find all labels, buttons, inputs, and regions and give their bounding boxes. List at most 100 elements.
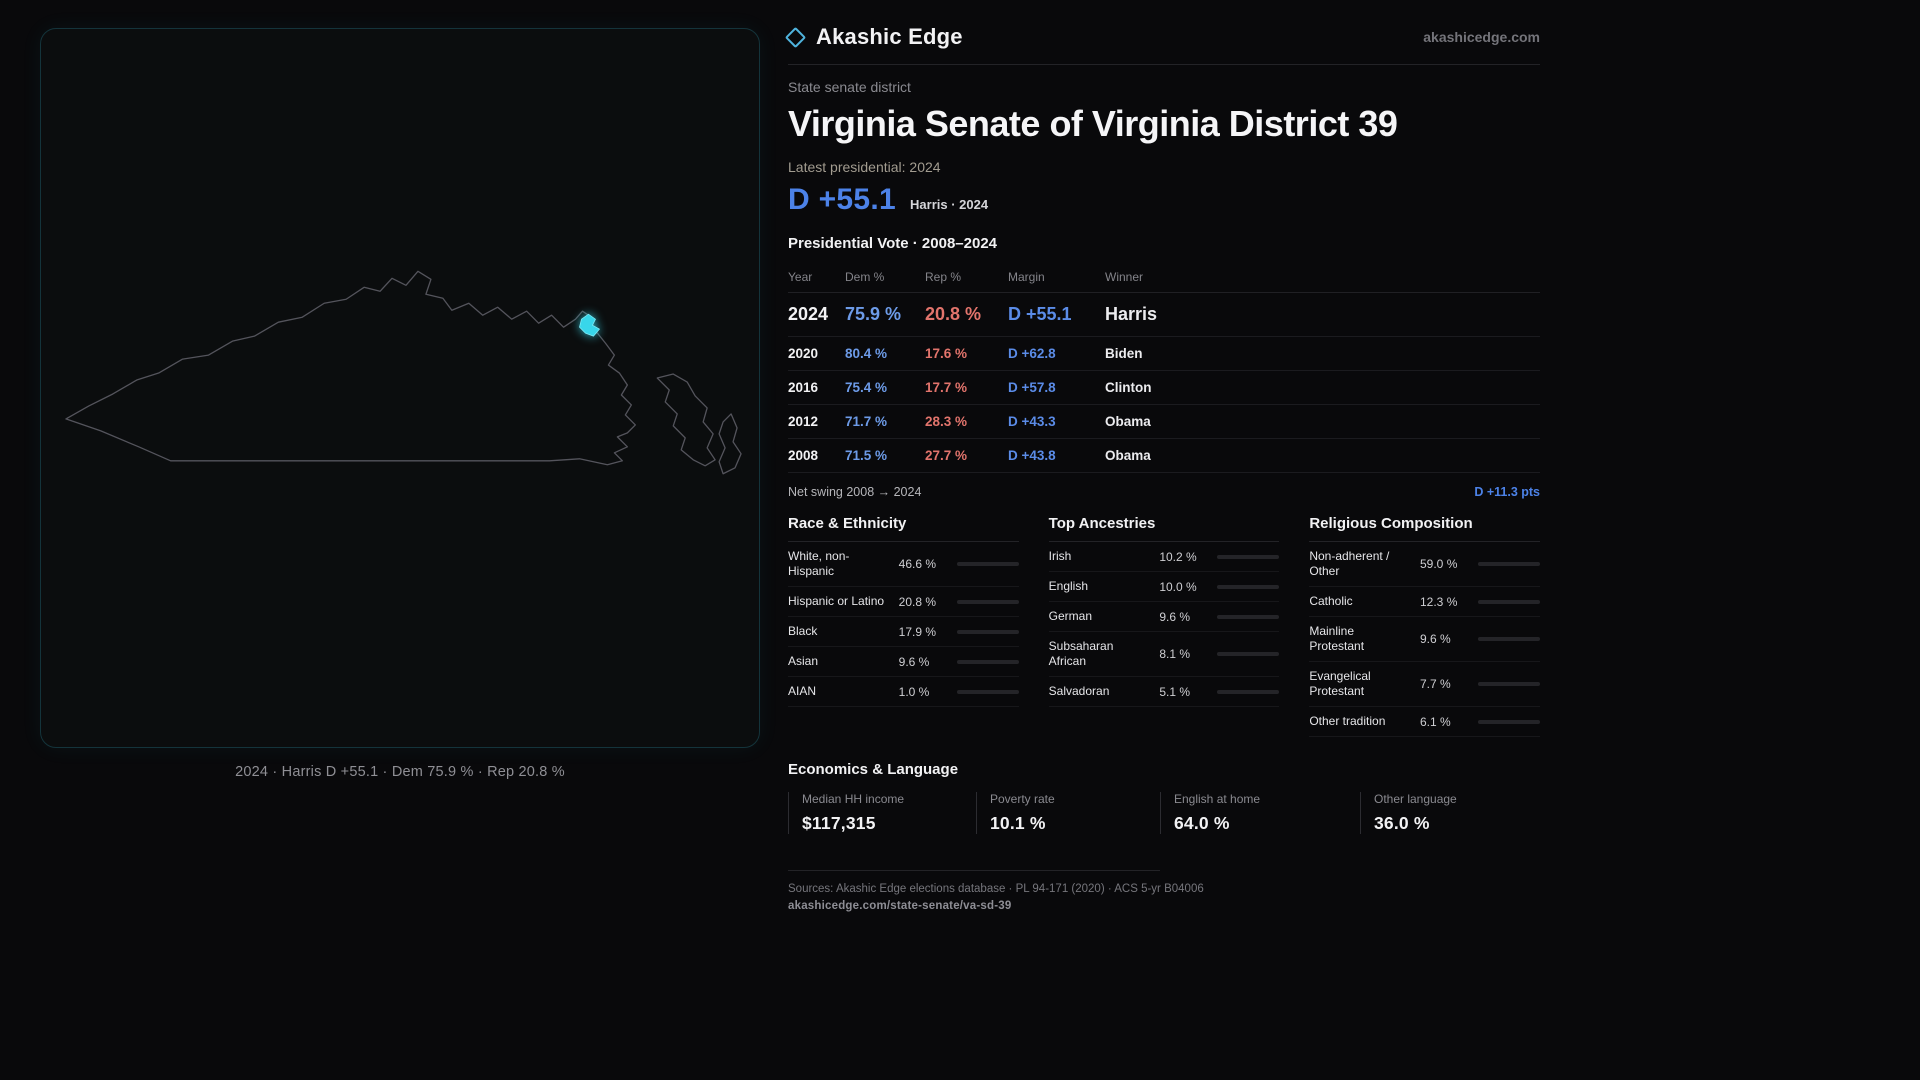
- stat-bar: [1478, 562, 1540, 566]
- margin-cell: D +43.8: [1008, 448, 1056, 463]
- vote-table-header: Year Dem % Rep % Margin Winner: [788, 262, 1540, 293]
- rep-cell: 27.7 %: [925, 448, 968, 463]
- col-margin: Margin: [1008, 270, 1045, 284]
- stat-value: 59.0 %: [1420, 557, 1458, 571]
- stat-value: 6.1 %: [1420, 714, 1451, 729]
- map-panel: [40, 28, 760, 748]
- year-cell: 2012: [788, 414, 819, 429]
- year-cell: 2008: [788, 448, 819, 463]
- stat-bar: [956, 659, 1019, 664]
- list-item: English 10.0 %: [1048, 572, 1280, 602]
- table-row: 2020 80.4 % 17.6 % D +62.8 Biden: [788, 337, 1540, 371]
- permalink[interactable]: akashicedge.com/state-senate/va-sd-39: [788, 900, 1012, 912]
- stat-label: Poverty rate: [990, 792, 1055, 806]
- sources-line: Sources: Akashic Edge elections database…: [788, 883, 1204, 895]
- race-ethnicity-column: Race & Ethnicity White, non-Hispanic 46.…: [788, 515, 1019, 707]
- stat-value: 46.6 %: [898, 557, 937, 571]
- stat-value: 10.1 %: [990, 813, 1046, 833]
- latest-presidential-label: Latest presidential: 2024: [788, 159, 941, 175]
- economics-title: Economics & Language: [788, 761, 959, 778]
- stat-bar: [956, 689, 1019, 694]
- stat-bar: [1478, 719, 1540, 724]
- headline-margin: D +55.1: [788, 183, 897, 216]
- list-item: Irish 10.2 %: [1048, 542, 1280, 572]
- state-outline: [65, 270, 636, 466]
- list-item: AIAN 1.0 %: [788, 677, 1019, 707]
- net-swing-value: D +11.3 pts: [1474, 485, 1540, 499]
- stat-label: Evangelical Protestant: [1309, 669, 1371, 698]
- brand: Akashic Edge: [784, 24, 963, 50]
- page-title: Virginia Senate of Virginia District 39: [788, 103, 1398, 144]
- stat-label: Non-adherent / Other: [1309, 549, 1390, 578]
- year-cell: 2016: [788, 380, 819, 395]
- margin-cell: D +55.1: [1008, 304, 1072, 324]
- dem-cell: 75.4 %: [845, 380, 888, 395]
- list-item: Hispanic or Latino 20.8 %: [788, 587, 1019, 617]
- table-row: 2008 71.5 % 27.7 % D +43.8 Obama: [788, 439, 1540, 473]
- econ-stat: Poverty rate 10.1 %: [976, 792, 1160, 834]
- margin-cell: D +57.8: [1008, 380, 1056, 395]
- stat-value: $117,315: [802, 813, 876, 833]
- stat-label: Catholic: [1309, 594, 1353, 608]
- list-item: German 9.6 %: [1048, 602, 1280, 632]
- stat-label: Other language: [1374, 792, 1457, 806]
- rep-cell: 28.3 %: [925, 414, 968, 429]
- stat-value: 9.6 %: [898, 654, 930, 669]
- stat-value: 17.9 %: [898, 624, 937, 639]
- net-swing-row: Net swing 2008 → 2024 D +11.3 pts: [788, 485, 1540, 499]
- stat-value: 7.7 %: [1420, 677, 1451, 691]
- footer: Sources: Akashic Edge elections database…: [788, 870, 1540, 912]
- table-row: 2024 75.9 % 20.8 % D +55.1 Harris: [788, 293, 1540, 337]
- stat-value: 36.0 %: [1374, 813, 1430, 833]
- eastern-shore-outline: [656, 373, 716, 467]
- col-dem: Dem %: [845, 270, 885, 284]
- list-item: Black 17.9 %: [788, 617, 1019, 647]
- detail-panel: Akashic Edge akashicedge.com State senat…: [784, 24, 1540, 912]
- stat-label: English at home: [1174, 792, 1261, 806]
- stat-label: White, non-Hispanic: [788, 549, 850, 578]
- religion-column: Religious Composition Non-adherent / Oth…: [1309, 515, 1540, 737]
- site-link[interactable]: akashicedge.com: [1423, 29, 1540, 45]
- section-title: Religious Composition: [1309, 515, 1540, 542]
- margin-cell: D +62.8: [1008, 346, 1056, 361]
- winner-cell: Biden: [1105, 346, 1143, 361]
- table-row: 2016 75.4 % 17.7 % D +57.8 Clinton: [788, 371, 1540, 405]
- stat-label: English: [1048, 579, 1089, 593]
- stat-label: Hispanic or Latino: [788, 594, 885, 608]
- virginia-map: [65, 270, 742, 475]
- headline-margin-row: D +55.1 Harris · 2024: [788, 183, 1540, 217]
- econ-stat: Other language 36.0 %: [1360, 792, 1540, 834]
- demographics-grid: Race & Ethnicity White, non-Hispanic 46.…: [788, 515, 1540, 737]
- list-item: White, non-Hispanic 46.6 %: [788, 542, 1019, 587]
- stat-label: Other tradition: [1309, 714, 1386, 728]
- list-item: Asian 9.6 %: [788, 647, 1019, 677]
- stat-label: Mainline Protestant: [1309, 624, 1365, 653]
- stat-bar: [1478, 682, 1540, 686]
- winner-cell: Obama: [1105, 414, 1151, 429]
- stat-value: 64.0 %: [1174, 813, 1230, 833]
- dem-cell: 71.5 %: [845, 448, 888, 463]
- stat-bar: [1478, 637, 1540, 641]
- stat-value: 20.8 %: [898, 594, 937, 609]
- economics-grid: Median HH income $117,315 Poverty rate 1…: [788, 792, 1540, 834]
- winner-cell: Clinton: [1105, 380, 1152, 395]
- stat-bar: [1478, 599, 1540, 604]
- stat-label: Median HH income: [802, 792, 905, 806]
- dem-cell: 75.9 %: [845, 304, 902, 324]
- diamond-logo-icon: [784, 26, 807, 48]
- dem-cell: 80.4 %: [845, 346, 888, 361]
- stat-value: 12.3 %: [1420, 594, 1458, 609]
- stat-value: 10.0 %: [1159, 579, 1197, 594]
- list-item: Subsaharan African 8.1 %: [1048, 632, 1280, 677]
- stat-label: Black: [788, 624, 818, 638]
- stat-value: 8.1 %: [1159, 647, 1191, 661]
- winner-cell: Obama: [1105, 448, 1151, 463]
- stat-bar: [1217, 614, 1280, 619]
- stat-bar: [956, 629, 1019, 634]
- list-item: Other tradition 6.1 %: [1309, 707, 1540, 737]
- stat-label: Asian: [788, 654, 819, 668]
- winner-cell: Harris: [1105, 304, 1158, 324]
- year-cell: 2024: [788, 304, 829, 324]
- list-item: Catholic 12.3 %: [1309, 587, 1540, 617]
- section-title: Race & Ethnicity: [788, 515, 1019, 542]
